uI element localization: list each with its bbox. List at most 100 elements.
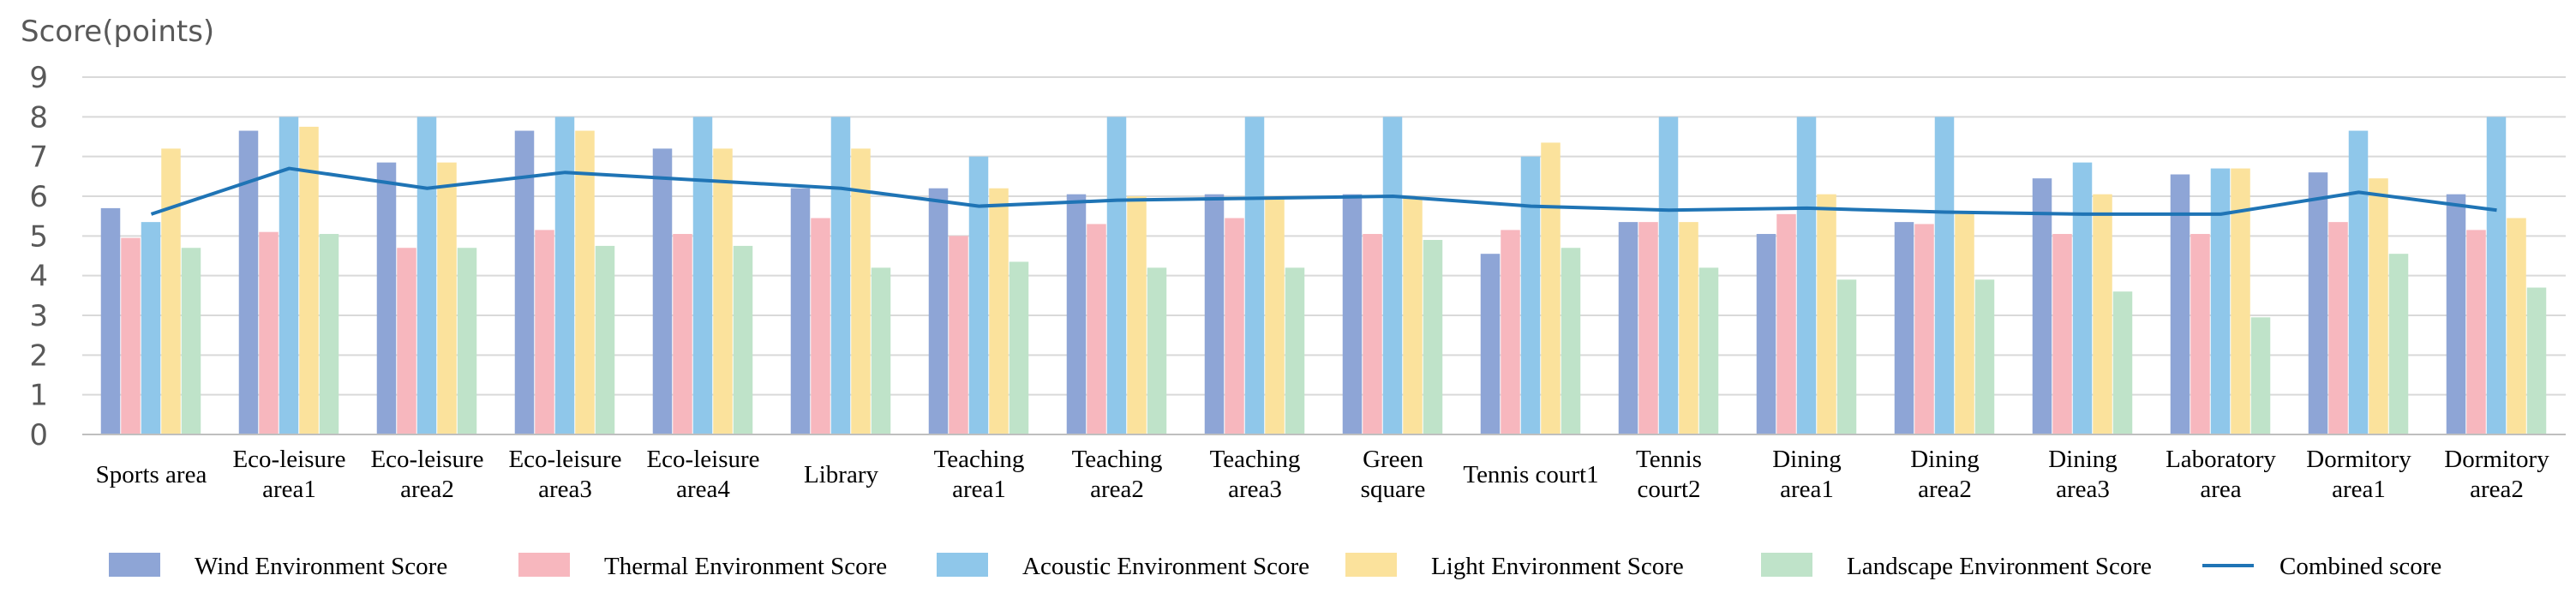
bar	[2231, 168, 2250, 435]
bar	[811, 218, 830, 434]
x-tick-label: Eco-leisure	[232, 446, 345, 473]
bar	[2210, 168, 2231, 435]
x-tick-label: Dining	[2048, 446, 2118, 473]
x-tick-label: area3	[2056, 476, 2110, 503]
bar	[1541, 142, 1561, 434]
bar	[652, 148, 673, 434]
legend: Wind Environment Score Thermal Environmen…	[109, 553, 2441, 580]
x-tick-label: Laboratory	[2166, 446, 2276, 473]
bar	[376, 162, 397, 434]
x-tick-label: Teaching	[1210, 446, 1301, 473]
bar	[2446, 194, 2466, 434]
legend-swatch	[1761, 553, 1812, 577]
x-tick-label: court2	[1637, 476, 1700, 503]
y-tick-label: 7	[29, 141, 48, 175]
legend-label: Acoustic Environment Score	[1022, 553, 1309, 580]
bar	[2112, 291, 2133, 434]
y-tick-label: 1	[29, 379, 48, 413]
legend-swatch	[937, 553, 988, 577]
bar	[1066, 194, 1087, 434]
x-tick-label: Library	[804, 461, 878, 488]
bar	[2526, 287, 2547, 434]
x-tick-label: Green	[1363, 446, 1423, 473]
bar	[1698, 267, 1719, 434]
bar	[2486, 117, 2507, 435]
y-tick-label: 9	[29, 61, 48, 95]
x-tick-label: Teaching	[934, 446, 1025, 473]
legend-swatch	[109, 553, 160, 577]
legend-label: Wind Environment Score	[195, 553, 447, 580]
bar	[535, 230, 554, 434]
x-tick-label: Dining	[1772, 446, 1842, 473]
bar	[1501, 230, 1520, 434]
bar	[1776, 213, 1796, 434]
y-tick-label: 0	[29, 418, 48, 452]
bar	[989, 188, 1009, 434]
bar	[851, 148, 871, 434]
y-tick-label: 2	[29, 338, 48, 373]
x-tick-label: Dormitory	[2306, 446, 2411, 473]
bar	[713, 148, 733, 434]
bar	[2369, 178, 2388, 434]
bar	[949, 236, 968, 434]
bar	[1363, 234, 1382, 434]
bar	[1403, 196, 1423, 434]
bar	[2308, 172, 2328, 434]
bar	[1285, 267, 1305, 434]
bar	[1561, 248, 1581, 434]
x-tick-label: Eco-leisure	[646, 446, 759, 473]
bar	[554, 117, 575, 435]
x-tick-label: Tennis court1	[1463, 461, 1598, 488]
bar	[238, 130, 259, 435]
bar	[121, 237, 141, 434]
x-tick-label: Eco-leisure	[370, 446, 483, 473]
bar	[928, 188, 949, 434]
y-tick-label: 8	[29, 100, 48, 135]
x-tick-label: area3	[538, 476, 592, 503]
bar	[1009, 261, 1029, 434]
bar	[1658, 117, 1679, 435]
y-tick-label: 4	[29, 260, 48, 294]
bar	[1147, 267, 1167, 434]
bar	[1974, 279, 1995, 434]
legend-label: Light Environment Score	[1431, 553, 1684, 580]
bar	[575, 130, 595, 435]
legend-swatch	[1345, 553, 1397, 577]
bars	[100, 117, 2547, 435]
bar	[595, 245, 615, 434]
bar	[279, 117, 299, 435]
bar	[2466, 230, 2486, 434]
x-tick-label: square	[1361, 476, 1426, 503]
x-tick-label: Sports area	[96, 461, 207, 488]
bar	[1127, 196, 1147, 434]
x-tick-label: Eco-leisure	[508, 446, 621, 473]
bar	[397, 248, 416, 434]
bar	[2190, 234, 2210, 434]
bar	[1679, 222, 1698, 434]
bar	[141, 222, 161, 434]
bar	[1244, 117, 1265, 435]
bar	[2328, 222, 2348, 434]
bar	[2093, 194, 2112, 434]
x-tick-label: area2	[400, 476, 454, 503]
bar	[2032, 178, 2052, 434]
bar	[1423, 239, 1443, 434]
bar	[733, 245, 753, 434]
x-tick-label: area1	[2332, 476, 2386, 503]
bar	[2507, 218, 2526, 434]
y-axis-title: Score(points)	[21, 15, 214, 49]
bar	[2250, 317, 2271, 434]
x-tick-label: area1	[952, 476, 1006, 503]
bar	[1796, 117, 1817, 435]
x-tick-label: area2	[2470, 476, 2524, 503]
legend-swatch	[518, 553, 570, 577]
y-tick-label: 6	[29, 180, 48, 214]
bar	[673, 234, 692, 434]
bar	[161, 148, 181, 434]
bar	[1894, 222, 1914, 434]
x-tick-label: area	[2200, 476, 2241, 503]
bar	[299, 126, 319, 434]
bar	[1265, 196, 1285, 434]
bar	[692, 117, 713, 435]
